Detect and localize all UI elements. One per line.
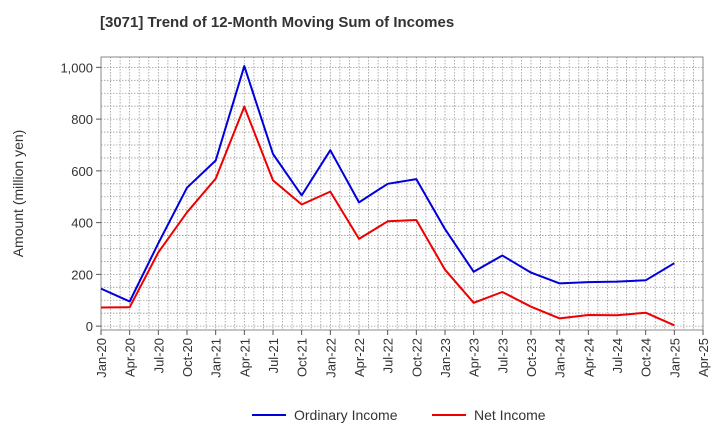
x-tick-label: Jan-24 <box>553 338 568 378</box>
x-tick-label: Jul-23 <box>495 338 510 373</box>
y-axis-label: Amount (million yen) <box>10 130 26 258</box>
series-line-ordinary-income <box>100 65 675 303</box>
x-tick-label: Jan-25 <box>667 338 682 378</box>
x-tick-label: Apr-23 <box>467 338 482 377</box>
x-tick-label: Oct-21 <box>295 338 310 377</box>
x-tick-label: Jul-22 <box>381 338 396 373</box>
series-line-net-income <box>100 105 675 327</box>
x-tick-label: Jul-24 <box>610 338 625 373</box>
x-tick-label: Jul-21 <box>266 338 281 373</box>
x-tick-label: Apr-25 <box>696 338 711 377</box>
x-tick-label: Oct-23 <box>524 338 539 377</box>
x-tick-label: Jul-20 <box>151 338 166 373</box>
y-tick-label: 800 <box>71 112 93 127</box>
y-tick-label: 0 <box>86 319 93 334</box>
x-tick-label: Jan-20 <box>94 338 109 378</box>
x-axis-ticks: Jan-20 Apr-20 Jul-20 Oct-20 Jan-21 Apr-21 Jul-… <box>94 330 711 378</box>
y-tick-label: 200 <box>71 267 93 282</box>
grid-lines <box>100 57 703 330</box>
x-tick-label: Jan-21 <box>209 338 224 378</box>
y-tick-label: 400 <box>71 216 93 231</box>
x-tick-label: Apr-24 <box>581 338 596 377</box>
y-tick-label: 600 <box>71 164 93 179</box>
x-tick-label: Apr-20 <box>123 338 138 377</box>
chart-title: [3071] Trend of 12-Month Moving Sum of I… <box>100 14 455 31</box>
legend-label: Ordinary Income <box>294 407 398 423</box>
legend-label: Net Income <box>474 407 546 423</box>
legend: Ordinary Income Net Income <box>252 407 546 423</box>
x-tick-label: Apr-21 <box>237 338 252 377</box>
x-tick-label: Jan-23 <box>438 338 453 378</box>
y-axis-ticks: 0 200 400 600 800 1,000 <box>60 60 101 334</box>
y-tick-label: 1,000 <box>60 60 93 75</box>
x-tick-label: Apr-22 <box>352 338 367 377</box>
x-tick-label: Oct-24 <box>639 338 654 377</box>
x-tick-label: Oct-20 <box>180 338 195 377</box>
series-lines <box>100 65 675 327</box>
plot-frame <box>100 56 704 331</box>
x-tick-label: Jan-22 <box>323 338 338 378</box>
x-tick-label: Oct-22 <box>409 338 424 377</box>
